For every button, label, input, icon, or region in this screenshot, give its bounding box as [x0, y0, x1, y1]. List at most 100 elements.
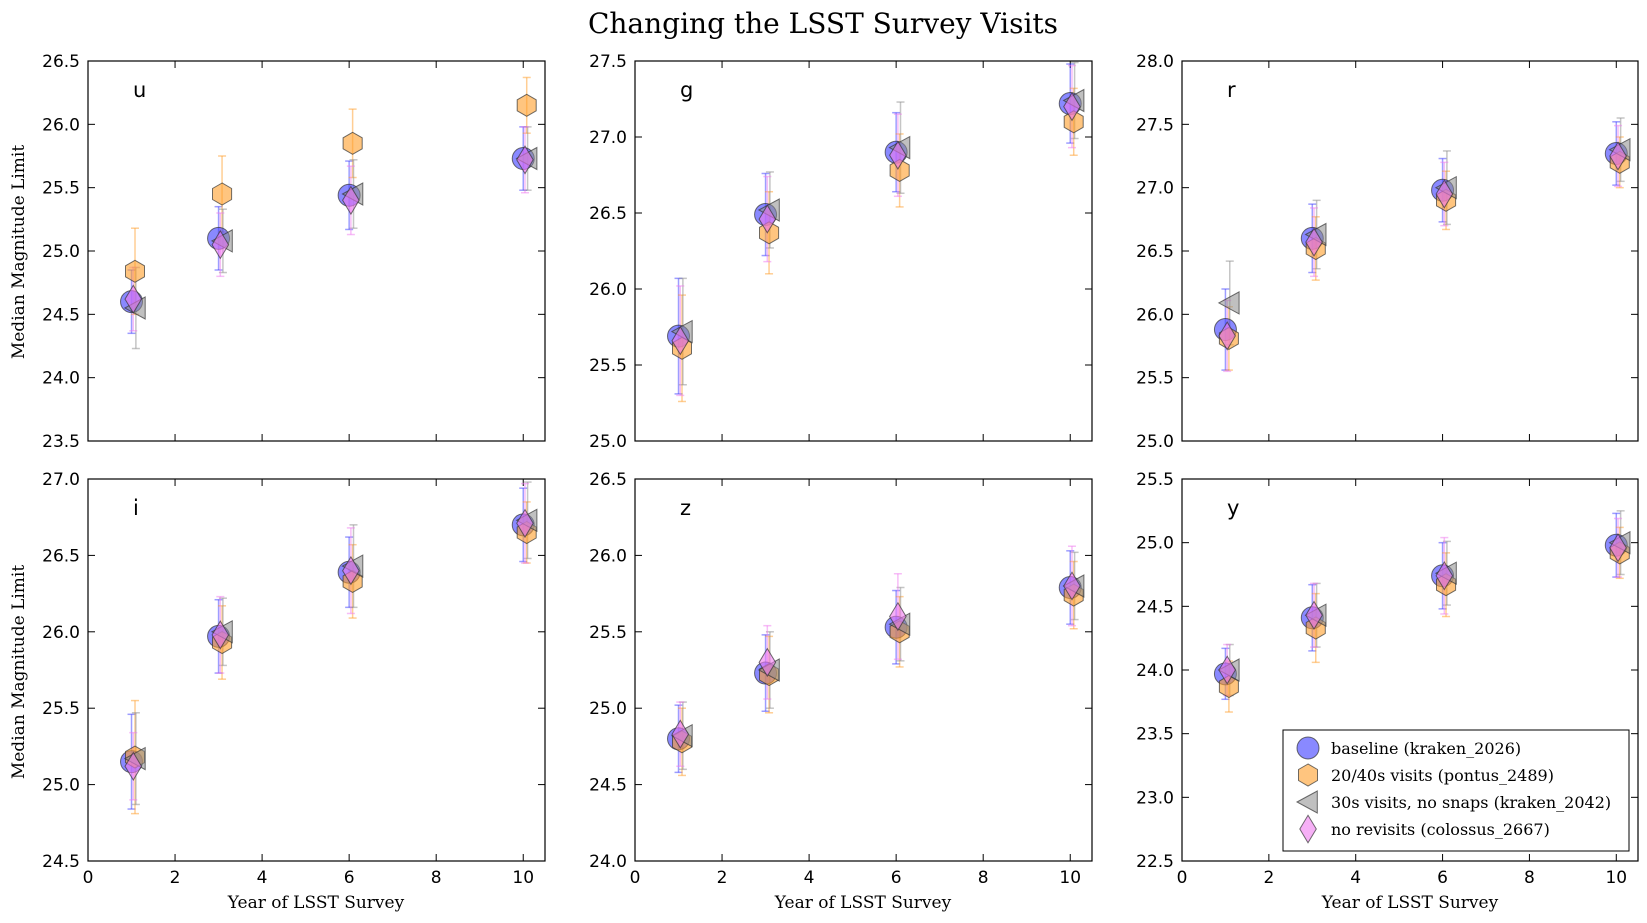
y-tick-label: 24.0	[589, 852, 627, 872]
x-tick-label: 8	[978, 868, 989, 888]
y-tick-label: 22.5	[1136, 852, 1174, 872]
y-tick-label: 26.5	[589, 470, 627, 490]
x-tick-label: 2	[1263, 868, 1274, 888]
data-point-norevisits	[1063, 91, 1081, 122]
x-tick-label: 8	[1524, 868, 1535, 888]
y-tick-label: 25.0	[1136, 534, 1174, 554]
y-tick-label: 24.5	[42, 852, 80, 872]
x-tick-label: 0	[1177, 868, 1188, 888]
panel-band-label: r	[1227, 78, 1236, 102]
y-tick-label: 25.0	[589, 432, 627, 452]
x-axis-label-middle: Year of LSST Survey	[774, 893, 952, 913]
y-tick-label: 24.5	[42, 305, 80, 325]
y-tick-label: 23.5	[42, 432, 80, 452]
data-point-norevisits	[124, 284, 143, 314]
figure-title: Changing the LSST Survey Visits	[588, 7, 1058, 40]
data-point-norevisits	[671, 719, 690, 749]
data-point-norevisits	[889, 140, 907, 170]
data-point-norevisits	[671, 325, 690, 356]
x-tick-label: 6	[891, 868, 902, 888]
panel-r: 25.0 25.5 26.0 26.5 27.0 27.5 28.0 r	[1136, 52, 1639, 452]
y-axis-label-bottom: Median Magnitude Limit	[9, 565, 29, 779]
y-tick-label: 27.0	[1136, 179, 1174, 199]
panel-i: 24.5 25.0 25.5 26.0 26.5 27.0 0 2 4 6 8 10 i	[42, 470, 546, 888]
y-tick-label: 25.0	[1136, 432, 1174, 452]
y-tick-label: 25.5	[42, 699, 80, 719]
panel-band-label: i	[133, 496, 139, 520]
data-point-norevisits	[1218, 321, 1236, 351]
y-tick-label: 26.0	[589, 546, 627, 566]
y-tick-label: 28.0	[1136, 52, 1174, 72]
data-point-norevisits	[889, 601, 907, 632]
data-point-norevisits	[516, 145, 534, 175]
data-point-norevisits	[516, 508, 534, 539]
y-axis-label-top: Median Magnitude Limit	[9, 145, 29, 359]
x-tick-label: 0	[630, 868, 641, 888]
y-tick-label: 26.0	[42, 623, 80, 643]
y-tick-label: 23.5	[1136, 725, 1174, 745]
y-tick-label: 25.5	[589, 623, 627, 643]
panel-frame	[634, 478, 1093, 862]
panel-band-label: u	[133, 78, 146, 102]
y-tick-label: 25.5	[1136, 470, 1174, 490]
data-point-norevisits	[1305, 227, 1323, 257]
data-point-norevisits	[758, 647, 777, 678]
legend-label-baseline: baseline (kraken_2026)	[1331, 739, 1521, 758]
data-point-norevisits	[1435, 561, 1454, 591]
x-tick-label: 10	[1059, 868, 1081, 888]
x-tick-label: 6	[344, 868, 355, 888]
x-tick-label: 10	[512, 868, 534, 888]
data-point-nosnaps	[1217, 291, 1240, 315]
data-point-norevisits	[758, 204, 777, 234]
panel-z: 24.0 24.5 25.0 25.5 26.0 26.5 0 2 4 6 8 10 z	[589, 470, 1093, 888]
data-point-visits2040	[1063, 110, 1084, 134]
y-tick-label: 25.0	[589, 699, 627, 719]
data-point-norevisits	[1218, 655, 1236, 685]
panel-frame	[87, 478, 546, 862]
x-tick-label: 0	[83, 868, 94, 888]
y-tick-label: 27.0	[42, 470, 80, 490]
y-tick-label: 26.5	[1136, 242, 1174, 262]
data-point-norevisits	[1609, 533, 1627, 563]
data-point-visits2040	[516, 93, 537, 117]
y-tick-label: 27.0	[589, 128, 627, 148]
y-tick-label: 24.0	[42, 369, 80, 389]
data-point-norevisits	[342, 185, 360, 216]
y-tick-label: 26.5	[589, 204, 627, 224]
x-tick-label: 6	[1437, 868, 1448, 888]
data-point-norevisits	[1305, 600, 1323, 630]
panel-band-label: z	[680, 496, 691, 520]
panel-frame	[1181, 60, 1639, 442]
x-axis-label-left: Year of LSST Survey	[227, 893, 405, 913]
y-tick-label: 25.5	[42, 179, 80, 199]
y-tick-label: 23.0	[1136, 788, 1174, 808]
panel-g: 25.0 25.5 26.0 26.5 27.0 27.5 g	[589, 52, 1093, 452]
x-tick-label: 4	[1350, 868, 1361, 888]
y-tick-label: 24.5	[1136, 597, 1174, 617]
data-point-norevisits	[211, 229, 230, 260]
y-tick-label: 25.5	[1136, 369, 1174, 389]
panel-y: 22.5 23.0 23.5 24.0 24.5 25.0 25.5 0 2 4 6 8 10 y	[1136, 470, 1639, 888]
data-point-norevisits	[1063, 571, 1081, 601]
data-point-norevisits	[211, 620, 230, 650]
y-tick-label: 24.0	[1136, 661, 1174, 681]
legend-swatches	[1295, 736, 1320, 844]
legend-label-norevisits: no revisits (colossus_2667)	[1331, 820, 1550, 839]
data-point-norevisits	[342, 555, 360, 586]
y-tick-label: 26.0	[589, 280, 627, 300]
y-tick-label: 25.0	[42, 776, 80, 796]
x-tick-label: 2	[170, 868, 181, 888]
legend-swatch-baseline	[1296, 736, 1320, 760]
legend-swatch-visits2040	[1298, 763, 1318, 787]
data-point-visits2040	[125, 259, 145, 283]
y-tick-label: 27.5	[1136, 115, 1174, 135]
y-tick-label: 26.5	[42, 546, 80, 566]
data-point-visits2040	[212, 182, 233, 206]
x-tick-label: 4	[804, 868, 815, 888]
legend-label-visits2040: 20/40s visits (pontus_2489)	[1331, 766, 1554, 785]
legend-swatch-norevisits	[1299, 814, 1317, 844]
panel-frame	[87, 60, 546, 442]
data-point-norevisits	[124, 751, 143, 781]
y-tick-label: 26.0	[1136, 305, 1174, 325]
